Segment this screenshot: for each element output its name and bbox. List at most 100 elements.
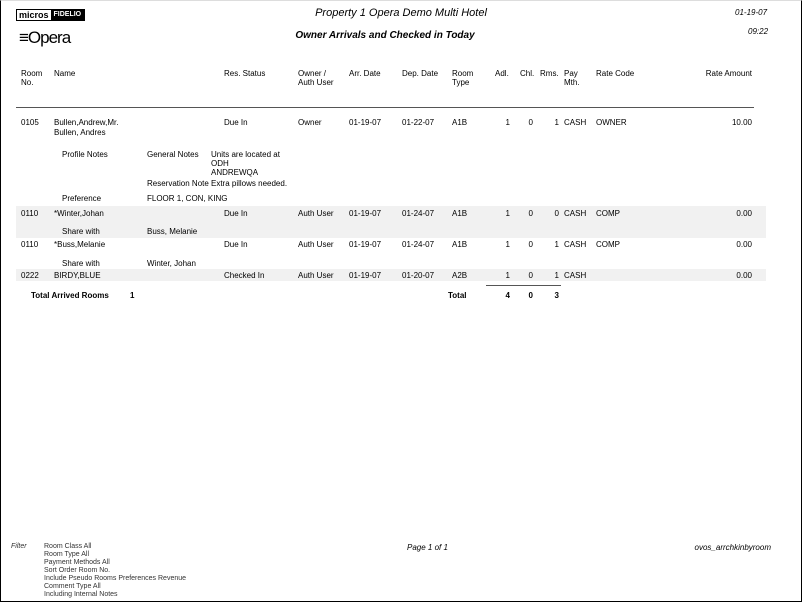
cell-status: Checked In [224, 271, 265, 280]
cell-status: Due In [224, 118, 248, 127]
general-note-line: Units are located at [211, 150, 280, 159]
cell-pay: CASH [564, 118, 587, 127]
property-name: Property 1 Opera Demo Multi Hotel [315, 7, 487, 19]
header-divider [16, 107, 754, 108]
col-dep: Dep. Date [402, 69, 439, 78]
col-rate-amount: Rate Amount [705, 69, 752, 78]
cell-name: Bullen,Andrew,Mr. [54, 118, 119, 127]
cell-room: 0110 [21, 209, 39, 218]
cell-chl: 0 [528, 240, 533, 249]
filter-item: Payment Methods All [44, 559, 110, 566]
cell-status: Due In [224, 240, 248, 249]
col-arr: Arr. Date [349, 69, 381, 78]
micros-fidelio-logo: micros FIDELIO [16, 9, 86, 21]
col-status: Res. Status [224, 69, 266, 78]
reservation-note-label: Reservation Note [147, 179, 209, 188]
cell-room: 0222 [21, 271, 39, 280]
cell-type: A1B [452, 240, 468, 249]
general-notes-label: General Notes [147, 150, 199, 159]
cell-arr: 01-19-07 [349, 209, 382, 218]
share-with-label: Share with [62, 259, 100, 268]
cell-name: BIRDY,BLUE [54, 271, 101, 280]
cell-pay: CASH [564, 271, 587, 280]
totals-divider [486, 285, 561, 286]
cell-owner: Auth User [298, 240, 334, 249]
cell-name: *Winter,Johan [54, 209, 104, 218]
cell-chl: 0 [528, 271, 533, 280]
cell-rate-code: COMP [596, 240, 620, 249]
cell-pay: CASH [564, 209, 587, 218]
col-room: Room No. [21, 69, 43, 87]
col-rate-code: Rate Code [596, 69, 635, 78]
total-label: Total [448, 291, 467, 300]
preference-value: FLOOR 1, CON, KING [147, 194, 228, 203]
cell-dep: 01-24-07 [402, 209, 435, 218]
filter-item: Room Class All [44, 543, 92, 550]
cell-owner: Owner [298, 118, 322, 127]
cell-chl: 0 [528, 118, 533, 127]
cell-rate-amount: 10.00 [731, 118, 752, 127]
total-rms: 3 [554, 291, 559, 300]
reservation-note: Extra pillows needed. [211, 179, 288, 188]
filter-item: Room Type All [44, 551, 90, 558]
cell-rms: 0 [554, 209, 559, 218]
row-shade [16, 206, 766, 238]
cell-arr: 01-19-07 [349, 240, 382, 249]
cell-rms: 1 [554, 271, 559, 280]
cell-rate-code: COMP [596, 209, 620, 218]
cell-adl: 1 [505, 209, 510, 218]
opera-swoosh-icon: ≡ [19, 28, 29, 47]
share-with-value: Buss, Melanie [147, 227, 198, 236]
total-adl: 4 [505, 291, 510, 300]
cell-name: *Buss,Melanie [54, 240, 106, 249]
col-owner: Owner / Auth User [298, 69, 334, 87]
cell-dep: 01-22-07 [402, 118, 435, 127]
cell-rms: 1 [554, 240, 559, 249]
share-with-label: Share with [62, 227, 100, 236]
filter-list: Room Class All Room Type All Payment Met… [44, 543, 186, 599]
report-date: 01-19-07 [735, 8, 768, 17]
opera-logo: ≡Opera [19, 28, 71, 48]
report-time: 09:22 [748, 27, 769, 36]
total-arrived-label: Total Arrived Rooms [31, 291, 109, 300]
cell-rms: 1 [554, 118, 559, 127]
cell-owner: Auth User [298, 271, 334, 280]
report-id: ovos_arrchkinbyroom [694, 543, 771, 552]
cell-status: Due In [224, 209, 248, 218]
col-pay: Pay Mth. [564, 69, 580, 87]
logo-opera: Opera [27, 28, 71, 47]
filter-label: Filter [11, 543, 27, 550]
col-rms: Rms. [540, 69, 559, 78]
general-note-line: ANDREWQA [211, 168, 259, 177]
total-chl: 0 [528, 291, 533, 300]
preference-label: Preference [62, 194, 102, 203]
cell-adl: 1 [505, 271, 510, 280]
col-type: Room Type [452, 69, 474, 87]
cell-rate-amount: 0.00 [736, 271, 752, 280]
cell-adl: 1 [505, 118, 510, 127]
cell-chl: 0 [528, 209, 533, 218]
filter-item: Including Internal Notes [44, 591, 118, 598]
report-title: Owner Arrivals and Checked in Today [295, 30, 475, 41]
row-shade [16, 269, 766, 281]
cell-type: A1B [452, 209, 468, 218]
cell-room: 0110 [21, 240, 39, 249]
filter-item: Include Pseudo Rooms Preferences Revenue [44, 575, 187, 582]
total-arrived-value: 1 [130, 291, 135, 300]
filter-item: Sort Order Room No. [44, 567, 111, 574]
share-with-value: Winter, Johan [147, 259, 196, 268]
cell-name-line2: Bullen, Andres [54, 128, 106, 137]
col-adl: Adl. [495, 69, 509, 78]
cell-rate-amount: 0.00 [736, 209, 752, 218]
cell-adl: 1 [505, 240, 510, 249]
cell-arr: 01-19-07 [349, 271, 382, 280]
logo-fidelio: FIDELIO [50, 10, 85, 20]
cell-dep: 01-20-07 [402, 271, 435, 280]
cell-dep: 01-24-07 [402, 240, 435, 249]
profile-notes-label: Profile Notes [62, 150, 108, 159]
cell-type: A2B [452, 271, 468, 280]
cell-owner: Auth User [298, 209, 334, 218]
cell-rate-code: OWNER [596, 118, 627, 127]
logo-micros: micros [17, 10, 51, 20]
